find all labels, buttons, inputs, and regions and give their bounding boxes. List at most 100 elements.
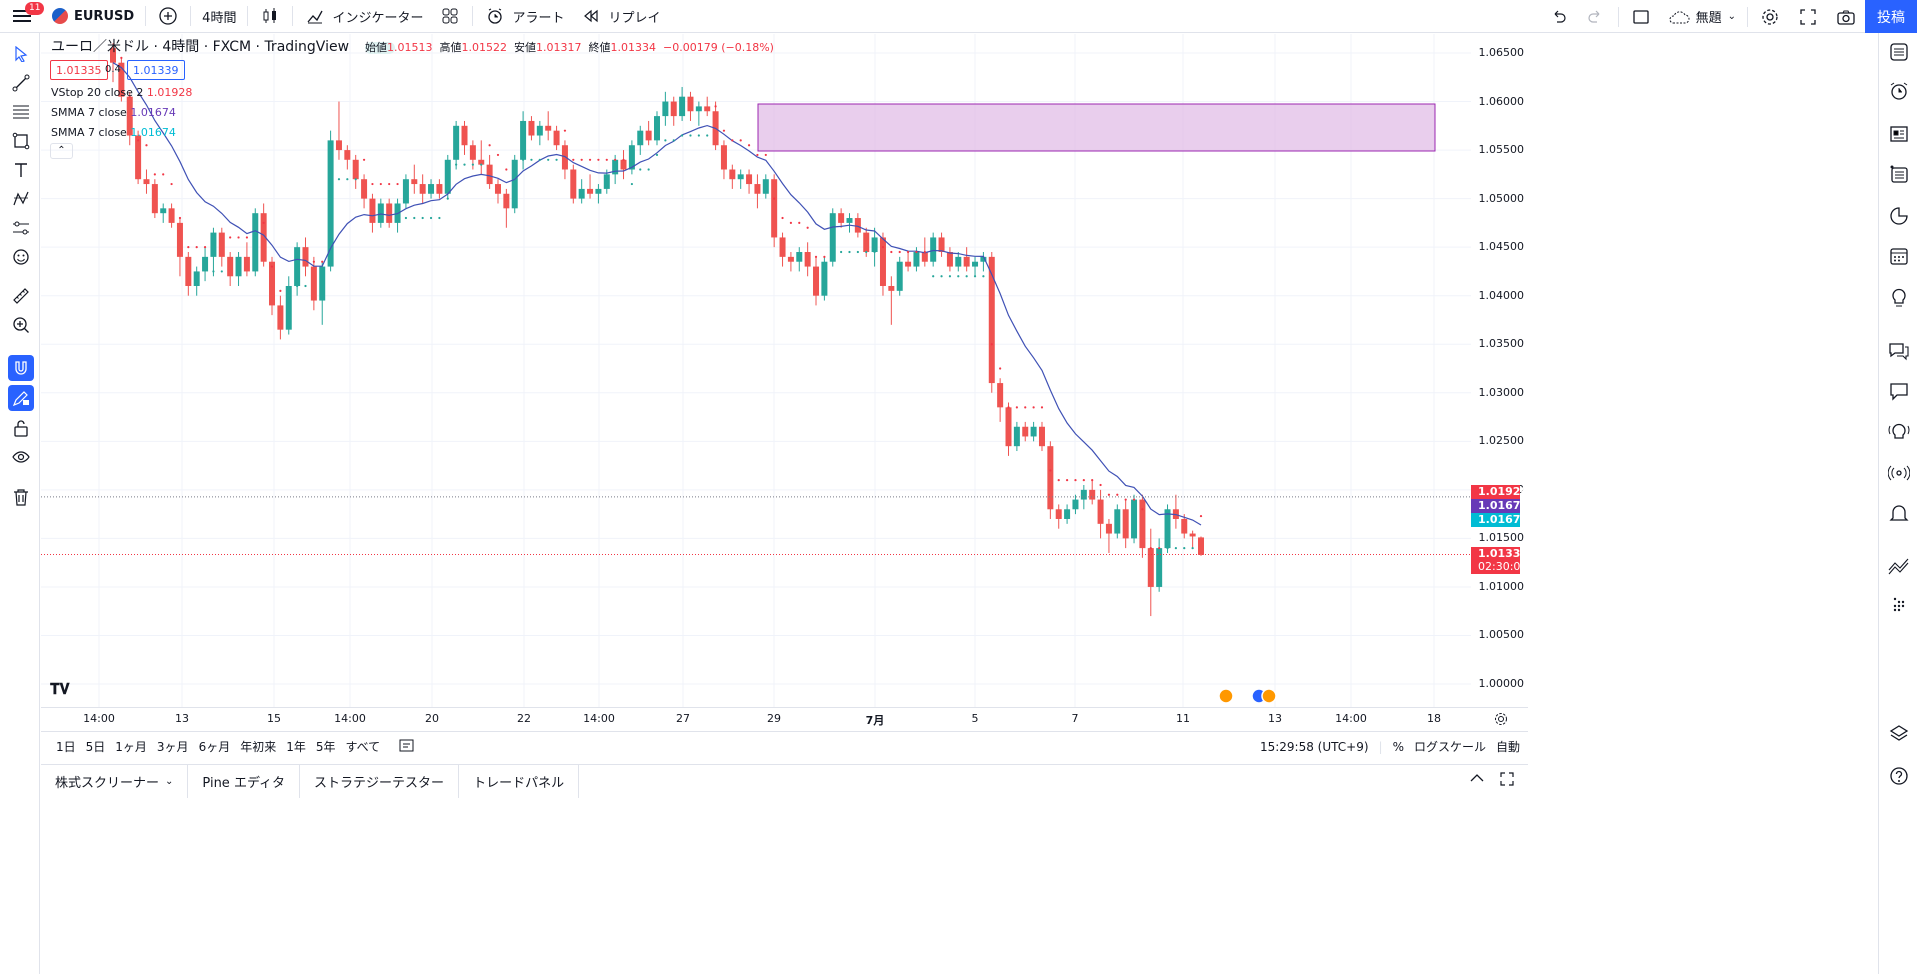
- indicators-button[interactable]: インジケーター: [296, 0, 431, 33]
- vstop-legend[interactable]: VStop 20 close 2 1.01928: [51, 86, 192, 99]
- calendar-button[interactable]: [1886, 203, 1912, 229]
- buy-button[interactable]: 1.01339: [127, 60, 185, 80]
- stay-drawing-button[interactable]: [8, 385, 34, 411]
- candle-body: [1055, 509, 1062, 519]
- magnet-mode-button[interactable]: [8, 355, 34, 381]
- messages-button[interactable]: [1886, 378, 1912, 404]
- range-button[interactable]: すべて: [345, 740, 381, 754]
- goto-date-icon[interactable]: [399, 738, 415, 755]
- fullscreen-button[interactable]: [1789, 0, 1827, 33]
- alert-button[interactable]: アラート: [476, 0, 572, 33]
- vstop-dot: [957, 275, 960, 278]
- range-button[interactable]: 5日: [85, 740, 106, 754]
- symbol-search[interactable]: EURUSD: [44, 0, 142, 33]
- alerts-button[interactable]: [1886, 78, 1912, 104]
- tab-label: トレードパネル: [473, 775, 565, 791]
- shape-tool[interactable]: [8, 128, 34, 154]
- maximize-panel-icon[interactable]: [1500, 772, 1514, 790]
- ideas-button[interactable]: [1886, 285, 1912, 311]
- lock-drawings-button[interactable]: [8, 415, 34, 441]
- measure-tool[interactable]: [8, 283, 34, 309]
- trend-line-tool[interactable]: [8, 70, 34, 96]
- tab-pine-editor[interactable]: Pine エディタ: [188, 764, 301, 798]
- supply-zone-rectangle[interactable]: [757, 103, 1436, 152]
- zoom-tool[interactable]: [8, 312, 34, 338]
- collapse-legend-button[interactable]: ⌃: [50, 143, 73, 159]
- remove-drawings-button[interactable]: [8, 484, 34, 510]
- redo-button[interactable]: [1577, 0, 1615, 33]
- vstop-dot: [446, 197, 449, 200]
- candle-body: [369, 198, 376, 223]
- prediction-tool[interactable]: [8, 215, 34, 241]
- broadcast-button[interactable]: [1886, 460, 1912, 486]
- candlestick-chart[interactable]: [41, 34, 1471, 707]
- hide-drawings-button[interactable]: [8, 444, 34, 470]
- hotlist-button[interactable]: [1886, 161, 1912, 187]
- main-menu-button[interactable]: 11: [0, 0, 45, 33]
- compare-button[interactable]: [149, 0, 187, 33]
- range-button[interactable]: 1日: [56, 740, 76, 754]
- range-button[interactable]: 3ヶ月: [156, 740, 189, 754]
- economic-event-icon[interactable]: [1218, 688, 1234, 704]
- smma-legend-2[interactable]: SMMA 7 close 1.01674: [51, 126, 176, 139]
- chevron-down-icon: ⌄: [1727, 11, 1736, 22]
- economic-event-icon[interactable]: [1261, 688, 1277, 704]
- tradingview-logo[interactable]: 𝐓𝐕: [50, 680, 70, 698]
- dom-button[interactable]: [1886, 591, 1912, 617]
- layout-templates-button[interactable]: [431, 0, 469, 33]
- time-axis[interactable]: 14:00 13 15 14:00 20 22 14:00 27 29 7月 5 7 11 13 14:00…: [41, 707, 1528, 730]
- collapse-panel-icon[interactable]: [1470, 772, 1484, 790]
- events-button[interactable]: [1886, 243, 1912, 269]
- watchlist-button[interactable]: [1886, 39, 1912, 65]
- text-icon: [15, 163, 27, 177]
- tab-strategy-tester[interactable]: ストラテジーテスター: [300, 764, 460, 798]
- range-button[interactable]: 1ヶ月: [115, 740, 147, 754]
- interval-button[interactable]: 4時間: [194, 0, 244, 33]
- chart-title: ユーロ／米ドル · 4時間 · FXCM · TradingView: [51, 39, 350, 55]
- log-scale-toggle[interactable]: ログスケール: [1413, 740, 1486, 754]
- vstop-dot: [588, 158, 592, 161]
- help-button[interactable]: [1886, 763, 1912, 789]
- chart-pane[interactable]: [41, 34, 1528, 707]
- chart-type-button[interactable]: [251, 0, 289, 33]
- streams-button[interactable]: [1886, 418, 1912, 444]
- percent-toggle[interactable]: %: [1392, 739, 1404, 754]
- candle-body: [988, 256, 995, 384]
- text-tool[interactable]: [8, 157, 34, 183]
- candle-body: [486, 164, 493, 185]
- snapshot-button[interactable]: [1827, 0, 1865, 33]
- range-button[interactable]: 1年: [286, 740, 306, 754]
- candle-body: [578, 188, 585, 199]
- layout-select-button[interactable]: [1622, 0, 1660, 33]
- pattern-tool[interactable]: [8, 186, 34, 212]
- ticker-tape-button[interactable]: [1886, 553, 1912, 579]
- notifications-button[interactable]: [1886, 500, 1912, 526]
- price-axis[interactable]: 1.06500 1.06000 1.05500 1.05000 1.04500 1.040…: [1470, 34, 1528, 707]
- chats-button[interactable]: [1886, 338, 1912, 364]
- price-tick: 1.00500: [1478, 628, 1525, 642]
- smma-legend-1[interactable]: SMMA 7 close 1.01674: [51, 106, 176, 119]
- tab-stock-screener[interactable]: 株式スクリーナー ⌄: [41, 764, 189, 798]
- cursor-tool[interactable]: [8, 41, 34, 67]
- range-button[interactable]: 年初来: [240, 740, 277, 754]
- icon-tool[interactable]: [8, 244, 34, 270]
- candle-body: [1038, 426, 1045, 447]
- axis-settings-icon[interactable]: [1494, 711, 1508, 730]
- vstop-dot: [438, 216, 441, 220]
- data-window-button[interactable]: [1886, 121, 1912, 147]
- auto-scale-toggle[interactable]: 自動: [1495, 740, 1520, 754]
- candle-body: [1105, 523, 1112, 534]
- object-tree-button[interactable]: [1886, 721, 1912, 747]
- range-button[interactable]: 5年: [315, 740, 336, 754]
- sell-button[interactable]: 1.01335: [50, 60, 108, 80]
- time-tick: 7: [1071, 712, 1079, 725]
- range-button[interactable]: 6ヶ月: [198, 740, 231, 754]
- replay-button[interactable]: リプレイ: [572, 0, 668, 33]
- clock[interactable]: 15:29:58 (UTC+9): [1259, 739, 1369, 754]
- tab-trade-panel[interactable]: トレードパネル: [459, 764, 580, 798]
- settings-button[interactable]: [1751, 0, 1789, 33]
- fib-tool[interactable]: [8, 99, 34, 125]
- undo-button[interactable]: [1539, 0, 1577, 33]
- publish-button[interactable]: 投稿: [1865, 0, 1917, 33]
- save-layout-button[interactable]: 無題 ⌄: [1660, 0, 1744, 33]
